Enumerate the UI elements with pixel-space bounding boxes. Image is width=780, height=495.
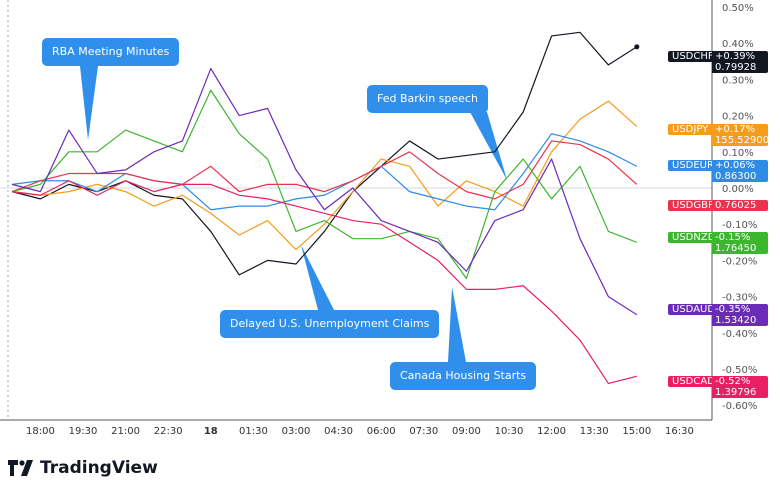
- x-tick-label: 21:00: [111, 426, 140, 437]
- symbol-label: USDCHF: [668, 51, 714, 62]
- x-tick-label: 03:00: [282, 426, 311, 437]
- price-value: 0.86300: [715, 171, 757, 182]
- x-tick-label: 07:30: [409, 426, 438, 437]
- change-value: +0.39%: [715, 51, 756, 62]
- change-value: -0.52%: [715, 376, 751, 387]
- change-value: -0.15%: [715, 232, 751, 243]
- symbol-label: USDNZD: [668, 232, 715, 243]
- data-point: [634, 44, 640, 50]
- x-tick-label: 06:00: [367, 426, 396, 437]
- y-tick-label: 0.30%: [722, 75, 754, 86]
- y-tick-label: 0.40%: [722, 39, 754, 50]
- brand-name: TradingView: [40, 458, 158, 478]
- x-tick-label: 01:30: [239, 426, 268, 437]
- symbol-label: USDAUD: [668, 304, 715, 315]
- x-tick-label: 04:30: [324, 426, 353, 437]
- annotation-unemployment-claims[interactable]: Delayed U.S. Unemployment Claims: [220, 310, 440, 338]
- change-value: +0.06%: [715, 160, 756, 171]
- x-tick-label: 12:00: [537, 426, 566, 437]
- change-price-label: 0.76025: [712, 200, 768, 211]
- y-tick-label: -0.60%: [722, 401, 757, 412]
- price-value: 1.53420: [715, 315, 757, 326]
- y-tick-label: -0.30%: [722, 293, 757, 304]
- x-tick-label: 16:30: [665, 426, 694, 437]
- change-value: +0.17%: [715, 124, 756, 135]
- price-value: 1.39796: [715, 387, 757, 398]
- tradingview-logo-icon: [8, 460, 33, 476]
- y-tick-label: 0.10%: [722, 148, 754, 159]
- annotation-pointer: [448, 287, 466, 362]
- change-price-label: +0.39% 0.79928: [712, 51, 768, 73]
- price-value: 0.76025: [715, 200, 757, 211]
- price-value: 0.79928: [715, 62, 757, 73]
- y-tick-label: 0.00%: [722, 184, 754, 195]
- change-price-label: -0.52% 1.39796: [712, 376, 768, 398]
- change-value: -0.35%: [715, 304, 751, 315]
- y-tick-label: -0.40%: [722, 329, 757, 340]
- annotation-fed-barkin[interactable]: Fed Barkin speech: [367, 85, 488, 113]
- x-tick-label: 13:30: [580, 426, 609, 437]
- y-tick-label: -0.50%: [722, 365, 757, 376]
- annotation-pointer: [80, 66, 98, 140]
- y-tick-label: -0.10%: [722, 220, 757, 231]
- symbol-label: USDJPY: [668, 124, 712, 135]
- annotation-rba[interactable]: RBA Meeting Minutes: [42, 38, 180, 66]
- x-tick-label: 22:30: [154, 426, 183, 437]
- change-price-label: +0.06% 0.86300: [712, 160, 768, 182]
- series-usdaud: [11, 67, 638, 316]
- series-usdcad: [11, 180, 637, 385]
- x-tick-label: 18:00: [26, 426, 55, 437]
- tradingview-logo[interactable]: TradingView: [8, 458, 158, 478]
- symbol-label: USDEUR: [668, 160, 714, 171]
- series-line[interactable]: [11, 89, 638, 280]
- chart[interactable]: 0.50% 0.40% 0.30% 0.20% 0.10% 0.00% -0.10% -0.2…: [0, 0, 780, 450]
- y-tick-label: 0.20%: [722, 112, 754, 123]
- x-tick-label: 10:30: [495, 426, 524, 437]
- price-value: 1.76450: [715, 243, 757, 254]
- annotation-canada-housing[interactable]: Canada Housing Starts: [390, 362, 537, 390]
- y-tick-label: -0.20%: [722, 256, 757, 267]
- price-value: 155.52900: [715, 135, 770, 146]
- x-tick-label: 09:00: [452, 426, 481, 437]
- annotation-pointer: [301, 245, 334, 310]
- change-price-label: +0.17% 155.52900: [712, 124, 770, 146]
- x-tick-label: 19:30: [69, 426, 98, 437]
- symbol-label: USDCAD: [668, 376, 715, 387]
- series-line[interactable]: [11, 140, 638, 200]
- change-price-label: -0.15% 1.76450: [712, 232, 768, 254]
- annotation-pointer: [470, 112, 507, 180]
- series-usdnzd: [11, 89, 638, 280]
- x-tick-label: 15:00: [622, 426, 651, 437]
- series-usdgbp: [11, 140, 638, 200]
- symbol-label: USDGBP: [668, 200, 714, 211]
- series-usdchf: [11, 31, 640, 276]
- series-line[interactable]: [11, 180, 637, 385]
- y-tick-label: 0.50%: [722, 3, 754, 14]
- change-price-label: -0.35% 1.53420: [712, 304, 768, 326]
- x-tick-label: 18: [204, 426, 218, 437]
